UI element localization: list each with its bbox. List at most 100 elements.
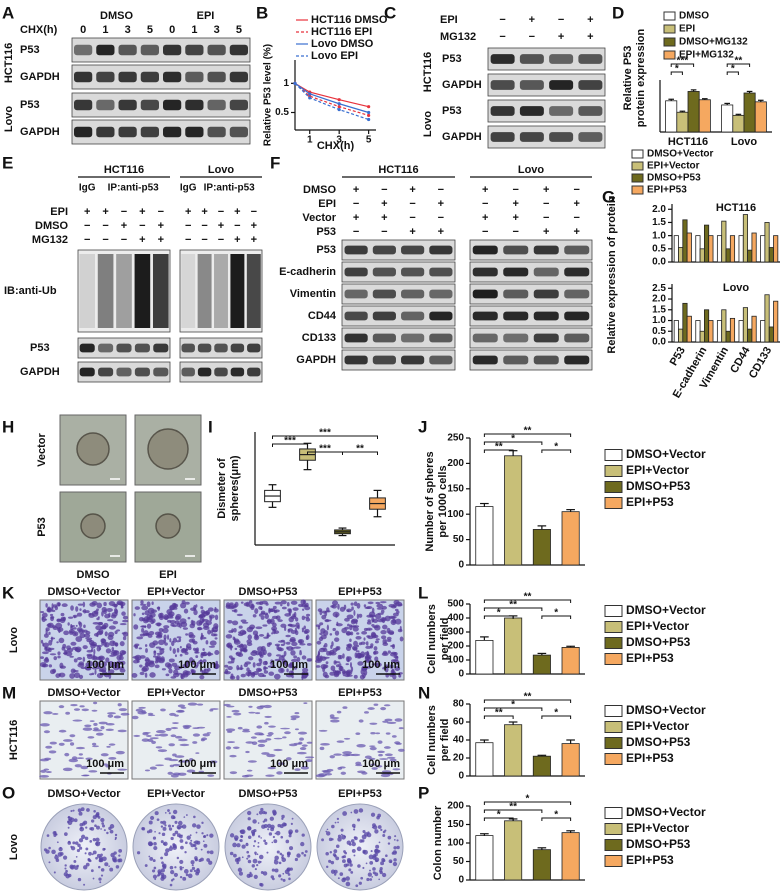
cell xyxy=(73,615,76,619)
colony xyxy=(193,815,196,819)
colony xyxy=(379,869,383,873)
bar xyxy=(729,317,736,343)
lane-group-label: IgG xyxy=(180,183,197,194)
cell xyxy=(300,766,309,770)
row-label: P53 xyxy=(36,517,48,537)
colony xyxy=(289,846,294,851)
significance-label: ** xyxy=(495,442,503,453)
blot-band xyxy=(185,99,204,111)
colony xyxy=(161,832,166,837)
cell xyxy=(39,758,50,762)
blot-strip xyxy=(469,349,593,371)
cell xyxy=(262,674,267,678)
colony xyxy=(353,854,356,857)
cell xyxy=(380,707,387,711)
bar xyxy=(754,101,767,133)
cell xyxy=(93,722,98,726)
blot-band xyxy=(344,245,368,255)
legend-label: DMSO+Vector xyxy=(647,149,714,160)
colony xyxy=(160,856,164,860)
colony xyxy=(172,832,176,837)
cell xyxy=(121,611,126,616)
blot-band xyxy=(229,71,248,83)
colony xyxy=(358,808,364,813)
cell xyxy=(171,640,175,647)
colony xyxy=(342,859,346,864)
colony xyxy=(148,855,151,858)
cell xyxy=(257,739,268,743)
significance-label: ** xyxy=(509,802,517,813)
colony xyxy=(103,829,106,832)
cell xyxy=(338,663,342,668)
cell xyxy=(90,648,94,652)
blot-band xyxy=(214,343,228,353)
cell xyxy=(277,762,286,766)
cell xyxy=(230,673,234,679)
colony xyxy=(85,847,89,851)
cell xyxy=(334,630,340,636)
cell xyxy=(285,634,291,638)
cell xyxy=(172,763,181,767)
cell xyxy=(272,628,276,631)
colony xyxy=(326,831,331,836)
cell xyxy=(395,618,402,625)
cell xyxy=(335,646,339,651)
colony xyxy=(336,817,340,821)
colony xyxy=(382,872,387,878)
cell xyxy=(233,712,242,716)
series-point xyxy=(293,81,297,85)
cell xyxy=(65,711,71,715)
cell xyxy=(257,743,266,748)
cell xyxy=(118,708,128,712)
cell xyxy=(344,617,350,622)
cell xyxy=(306,741,313,744)
colony xyxy=(382,830,386,834)
cell xyxy=(168,668,173,674)
blot-band xyxy=(140,44,159,56)
bar xyxy=(764,222,770,263)
blot-band xyxy=(429,355,453,365)
cell xyxy=(375,601,381,605)
cell xyxy=(265,738,272,741)
cell xyxy=(135,708,144,712)
colony xyxy=(350,811,353,814)
cell xyxy=(351,618,359,624)
cell xyxy=(393,655,399,659)
cell xyxy=(115,662,120,667)
cell xyxy=(93,632,99,637)
bar xyxy=(561,743,580,777)
blot-band xyxy=(344,311,368,321)
cell xyxy=(372,618,378,623)
bar xyxy=(704,309,710,343)
bar xyxy=(747,328,753,343)
colony xyxy=(118,848,123,853)
cell-line-label: HCT116 xyxy=(8,720,20,760)
colony xyxy=(114,836,118,839)
cell xyxy=(267,665,274,668)
row-label: Vimentin xyxy=(290,288,337,300)
colony xyxy=(259,883,264,887)
condition-sign: + xyxy=(102,206,108,218)
colony xyxy=(100,817,105,823)
y-axis-label: Cell numbers xyxy=(426,604,438,674)
condition-sign: − xyxy=(381,184,387,196)
significance-bracket xyxy=(483,599,572,603)
condition-sign: + xyxy=(234,234,240,246)
cell xyxy=(246,769,253,772)
bar xyxy=(732,114,745,133)
cell xyxy=(114,630,118,635)
condition-sign: + xyxy=(158,220,164,232)
cell xyxy=(264,613,269,620)
cell xyxy=(301,744,308,747)
colony xyxy=(229,851,234,856)
blot-band xyxy=(118,99,137,111)
legend-label: DMSO+P53 xyxy=(626,837,691,851)
condition-sign: − xyxy=(102,220,108,232)
cell xyxy=(248,600,253,604)
blot-band xyxy=(578,54,603,64)
colony xyxy=(276,850,280,854)
colony xyxy=(337,821,339,824)
cell xyxy=(384,718,393,722)
cell xyxy=(295,617,299,622)
cell xyxy=(121,632,127,635)
